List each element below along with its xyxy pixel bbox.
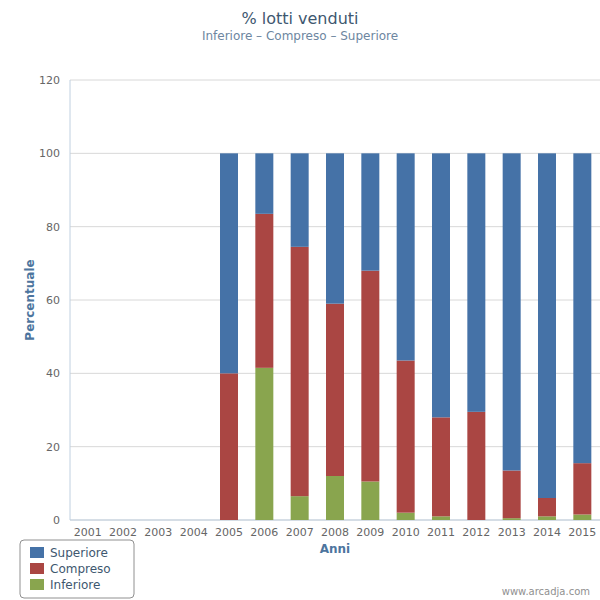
bar xyxy=(573,515,591,521)
legend-label: Superiore xyxy=(50,546,108,560)
bar xyxy=(432,516,450,520)
bar xyxy=(361,482,379,521)
bar xyxy=(326,153,344,303)
bars xyxy=(220,153,591,520)
bar xyxy=(361,271,379,482)
y-tick-label: 120 xyxy=(39,74,60,87)
x-tick-label: 2004 xyxy=(180,526,208,539)
x-axis-label: Anni xyxy=(320,542,351,556)
x-tick-label: 2013 xyxy=(498,526,526,539)
bar xyxy=(503,153,521,470)
bar xyxy=(432,153,450,417)
grid-line xyxy=(70,80,600,81)
legend-box xyxy=(20,540,134,598)
bar xyxy=(467,412,485,520)
source: www.arcadja.com xyxy=(502,586,590,597)
x-tick-label: 2007 xyxy=(286,526,314,539)
bar xyxy=(326,476,344,520)
legend-label: Compreso xyxy=(50,562,111,576)
legend-swatch xyxy=(30,563,44,574)
x-tick-label: 2001 xyxy=(74,526,102,539)
bar xyxy=(432,417,450,516)
bar xyxy=(255,214,273,368)
bar xyxy=(503,471,521,519)
y-tick-label: 100 xyxy=(39,147,60,160)
bar xyxy=(503,518,521,520)
x-tick-label: 2003 xyxy=(144,526,172,539)
bar xyxy=(220,373,238,520)
legend-label: Inferiore xyxy=(50,578,100,592)
y-tick-label: 80 xyxy=(46,221,60,234)
bar xyxy=(361,153,379,270)
bar xyxy=(255,368,273,520)
bar xyxy=(573,153,591,463)
bar xyxy=(291,153,309,247)
legend-swatch xyxy=(30,547,44,558)
bar xyxy=(326,304,344,476)
bar xyxy=(573,463,591,514)
x-tick-label: 2009 xyxy=(356,526,384,539)
bar xyxy=(291,247,309,496)
bar xyxy=(291,496,309,520)
bar xyxy=(467,153,485,412)
x-tick-label: 2002 xyxy=(109,526,137,539)
y-tick-label: 60 xyxy=(46,294,60,307)
y-tick-label: 0 xyxy=(53,514,60,527)
x-tick-label: 2008 xyxy=(321,526,349,539)
x-tick-label: 2010 xyxy=(392,526,420,539)
x-tick-label: 2011 xyxy=(427,526,455,539)
x-tick-label: 2006 xyxy=(250,526,278,539)
bar xyxy=(538,153,556,498)
x-tick-label: 2014 xyxy=(533,526,561,539)
bar xyxy=(397,513,415,520)
title: % lotti venduti xyxy=(241,9,358,28)
chart: % lotti vendutiInferiore – Compreso – Su… xyxy=(0,0,600,600)
y-axis-label: Percentuale xyxy=(23,259,37,340)
subtitle: Inferiore – Compreso – Superiore xyxy=(202,29,398,43)
y-tick-label: 20 xyxy=(46,441,60,454)
x-tick-label: 2015 xyxy=(568,526,596,539)
x-tick-label: 2012 xyxy=(462,526,490,539)
x-tick-label: 2005 xyxy=(215,526,243,539)
bar xyxy=(220,153,238,373)
legend-swatch xyxy=(30,579,44,590)
bar xyxy=(538,516,556,520)
bar xyxy=(397,153,415,360)
bar xyxy=(255,153,273,214)
y-tick-label: 40 xyxy=(46,367,60,380)
y-axis xyxy=(70,80,71,520)
bar xyxy=(397,361,415,513)
bar xyxy=(538,498,556,516)
